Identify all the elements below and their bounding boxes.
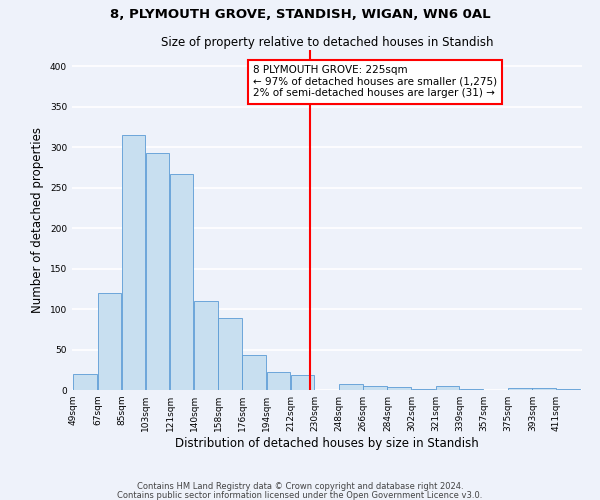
Text: Contains HM Land Registry data © Crown copyright and database right 2024.: Contains HM Land Registry data © Crown c… <box>137 482 463 491</box>
Text: Contains public sector information licensed under the Open Government Licence v3: Contains public sector information licen… <box>118 491 482 500</box>
Bar <box>363 386 387 390</box>
Bar <box>557 389 580 390</box>
Bar <box>218 318 242 390</box>
Bar <box>532 388 556 390</box>
Bar <box>73 374 97 390</box>
Bar <box>97 293 121 390</box>
Bar <box>388 387 411 390</box>
Bar <box>436 386 459 390</box>
Bar <box>170 174 193 390</box>
Bar <box>242 355 266 390</box>
Bar <box>291 376 314 390</box>
Bar <box>339 384 362 390</box>
Bar <box>460 389 484 390</box>
Text: 8 PLYMOUTH GROVE: 225sqm
← 97% of detached houses are smaller (1,275)
2% of semi: 8 PLYMOUTH GROVE: 225sqm ← 97% of detach… <box>253 66 497 98</box>
Bar <box>508 388 532 390</box>
Title: Size of property relative to detached houses in Standish: Size of property relative to detached ho… <box>161 36 493 49</box>
Text: 8, PLYMOUTH GROVE, STANDISH, WIGAN, WN6 0AL: 8, PLYMOUTH GROVE, STANDISH, WIGAN, WN6 … <box>110 8 490 20</box>
Bar <box>146 153 169 390</box>
Y-axis label: Number of detached properties: Number of detached properties <box>31 127 44 313</box>
Bar <box>194 301 218 390</box>
Bar <box>266 372 290 390</box>
Bar <box>122 135 145 390</box>
X-axis label: Distribution of detached houses by size in Standish: Distribution of detached houses by size … <box>175 437 479 450</box>
Bar <box>412 389 435 390</box>
